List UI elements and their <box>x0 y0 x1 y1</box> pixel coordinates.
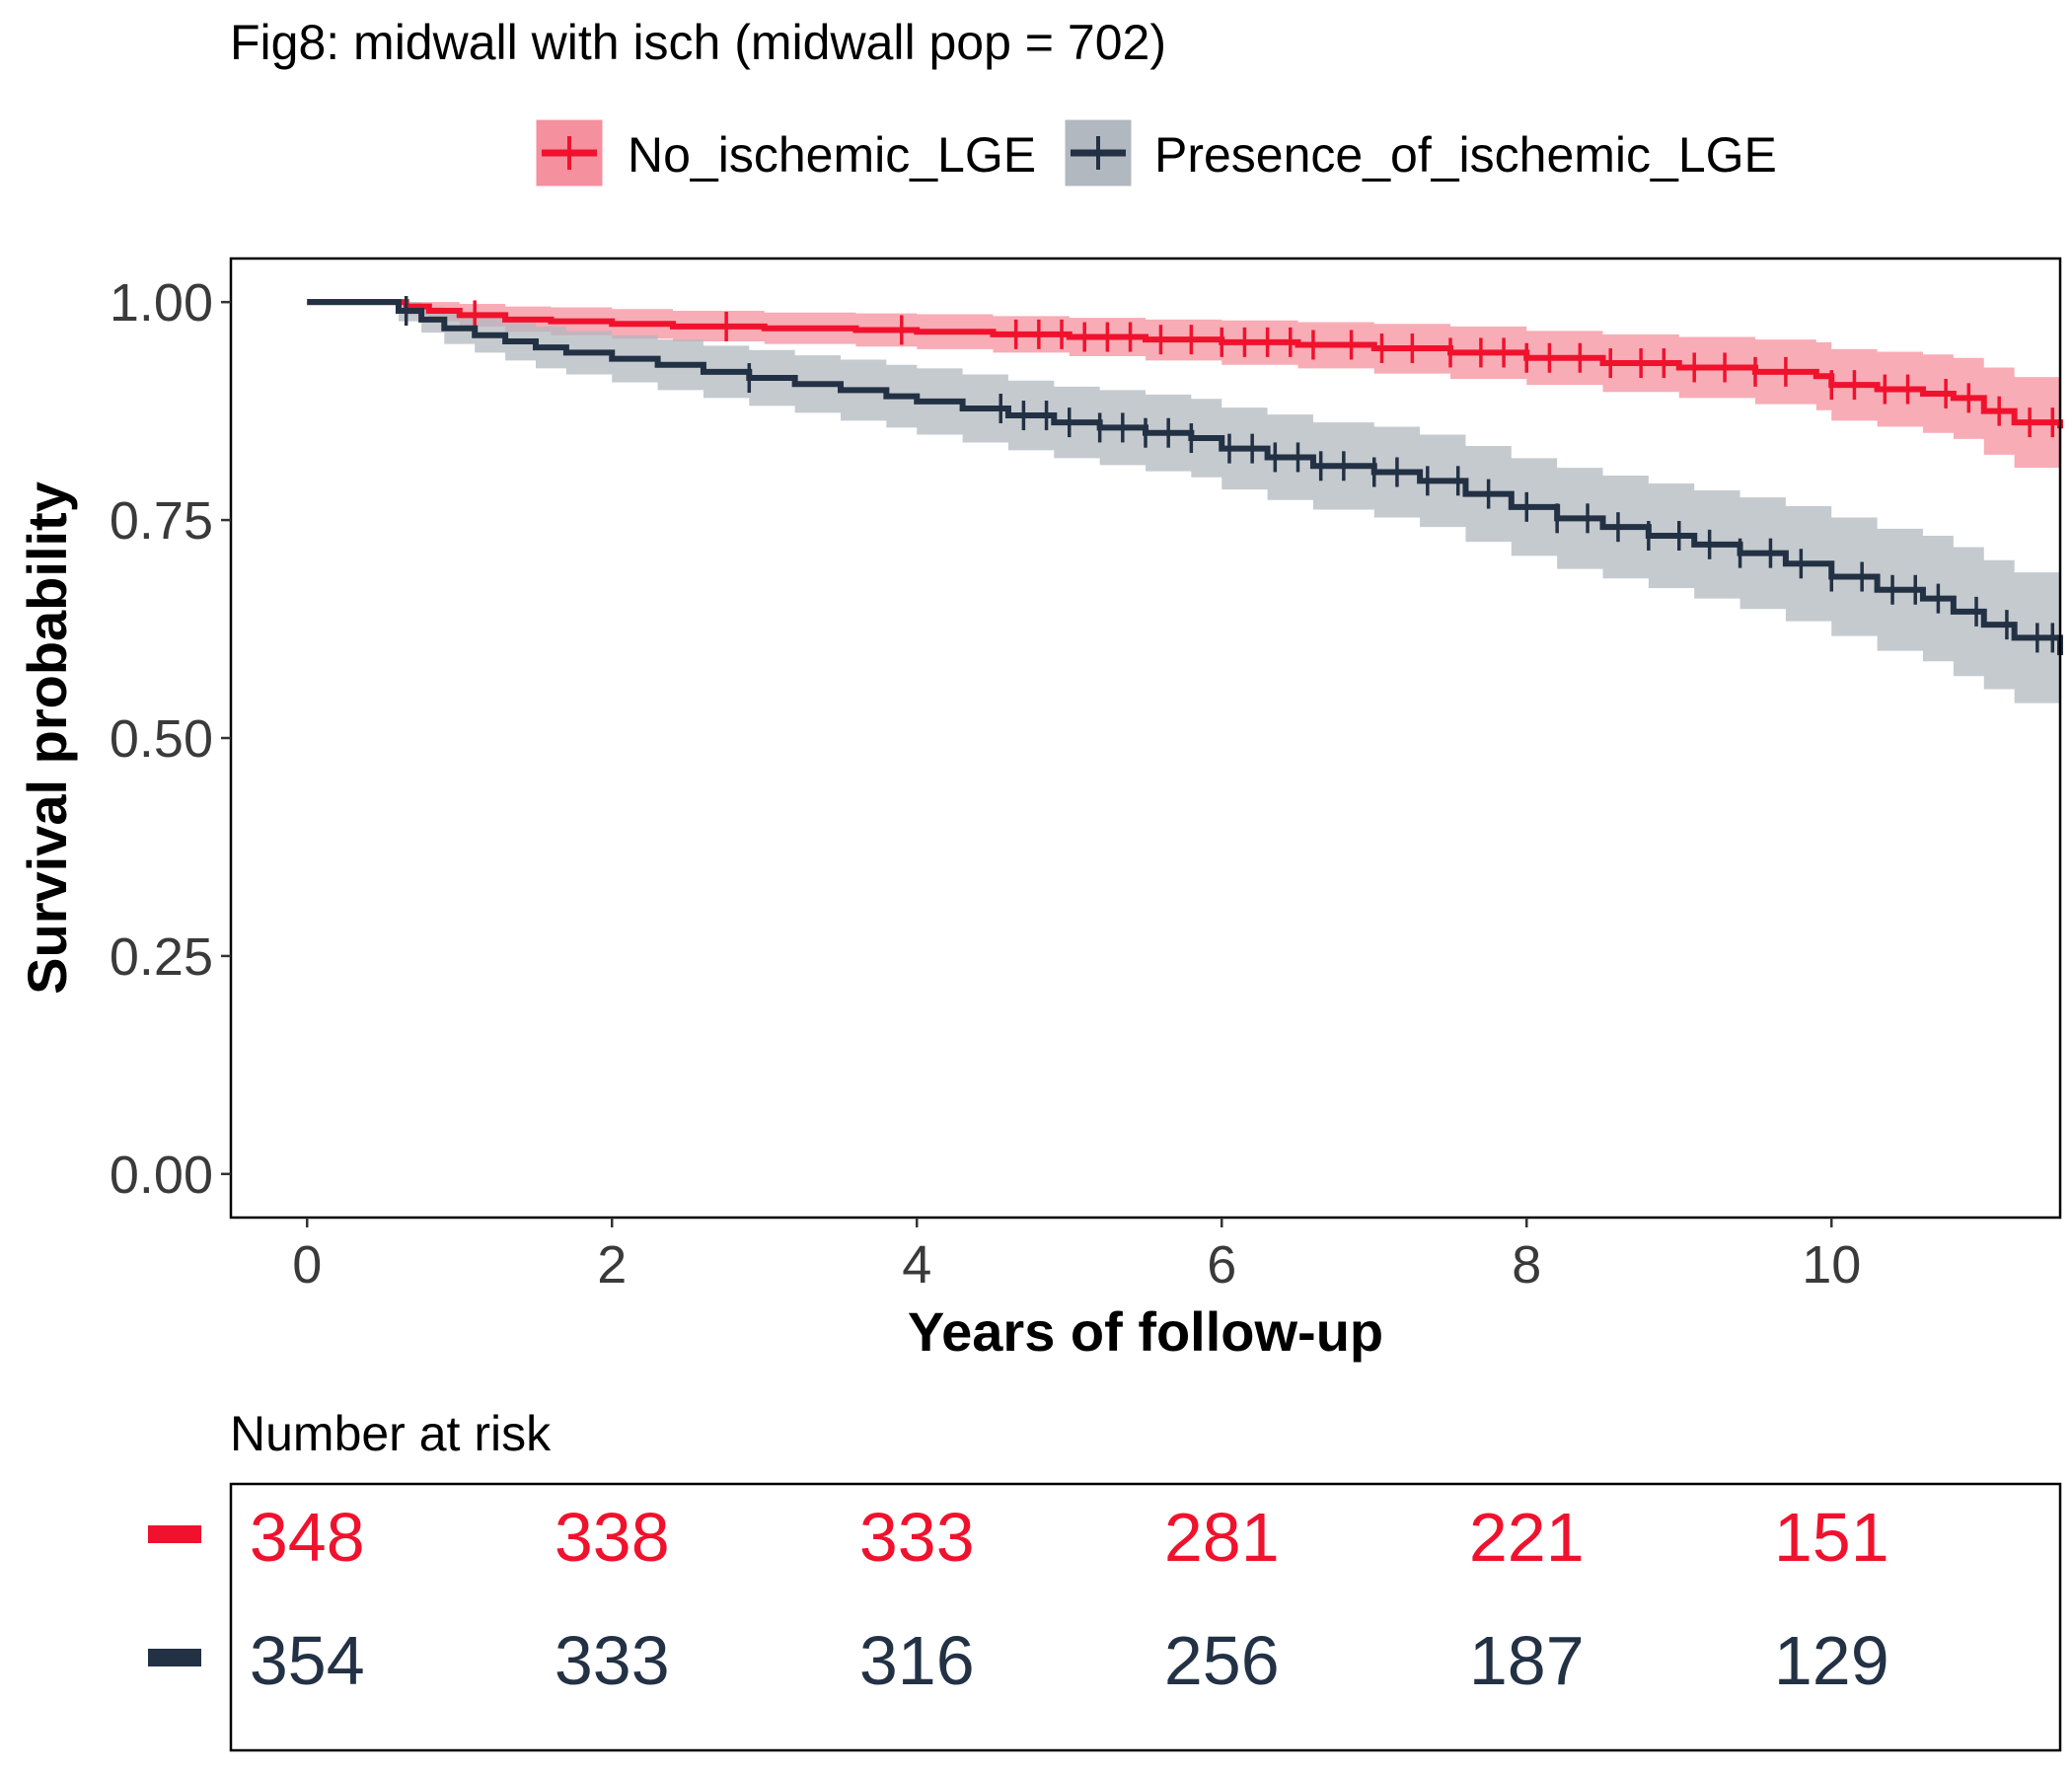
risk-count: 316 <box>859 1622 975 1699</box>
legend: No_ischemic_LGE Presence_of_ischemic_LGE <box>535 118 1777 187</box>
x-tick-label: 4 <box>902 1235 931 1295</box>
risk-count: 151 <box>1774 1499 1889 1576</box>
x-axis: 0 2 4 6 8 10 <box>292 1218 1861 1295</box>
x-axis-title: Years of follow-up <box>908 1300 1383 1363</box>
risk-count: 281 <box>1164 1499 1280 1576</box>
risk-table-title: Number at risk <box>230 1406 552 1461</box>
risk-count: 338 <box>555 1499 670 1576</box>
risk-count: 333 <box>555 1622 670 1699</box>
ci-band-no-ischemic-lge <box>307 302 2060 477</box>
risk-row-key-no-ischemic-lge <box>148 1525 201 1543</box>
chart-title: Fig8: midwall with isch (midwall pop = 7… <box>230 15 1166 70</box>
risk-count: 256 <box>1164 1622 1280 1699</box>
x-tick-label: 6 <box>1207 1235 1236 1295</box>
risk-count: 187 <box>1469 1622 1585 1699</box>
risk-table-frame <box>229 1482 2062 1752</box>
risk-table: 348 338 333 281 221 151 354 333 316 256 187 129 <box>148 1499 1889 1699</box>
x-tick-label: 2 <box>597 1235 627 1295</box>
y-tick-label: 1.00 <box>110 273 213 333</box>
legend-label-no-ischemic: No_ischemic_LGE <box>628 127 1036 183</box>
risk-count: 348 <box>250 1499 365 1576</box>
risk-count: 221 <box>1469 1499 1585 1576</box>
risk-count: 129 <box>1774 1622 1889 1699</box>
y-axis-title: Survival probability <box>16 481 78 995</box>
plot-area <box>307 296 2063 721</box>
x-tick-label: 8 <box>1512 1235 1541 1295</box>
x-tick-label: 10 <box>1802 1235 1861 1295</box>
y-tick-label: 0.75 <box>110 491 213 551</box>
risk-count: 333 <box>859 1499 975 1576</box>
risk-row-key-presence-of-ischemic-lge <box>148 1649 201 1666</box>
risk-count: 354 <box>250 1622 365 1699</box>
y-axis: 0.00 0.25 0.50 0.75 1.00 <box>110 273 231 1205</box>
legend-label-presence-ischemic: Presence_of_ischemic_LGE <box>1154 127 1777 183</box>
x-tick-label: 0 <box>292 1235 322 1295</box>
y-tick-label: 0.50 <box>110 709 213 769</box>
y-tick-label: 0.00 <box>110 1146 213 1205</box>
ci-band-presence-of-ischemic-lge <box>307 302 2060 721</box>
y-tick-label: 0.25 <box>110 927 213 987</box>
